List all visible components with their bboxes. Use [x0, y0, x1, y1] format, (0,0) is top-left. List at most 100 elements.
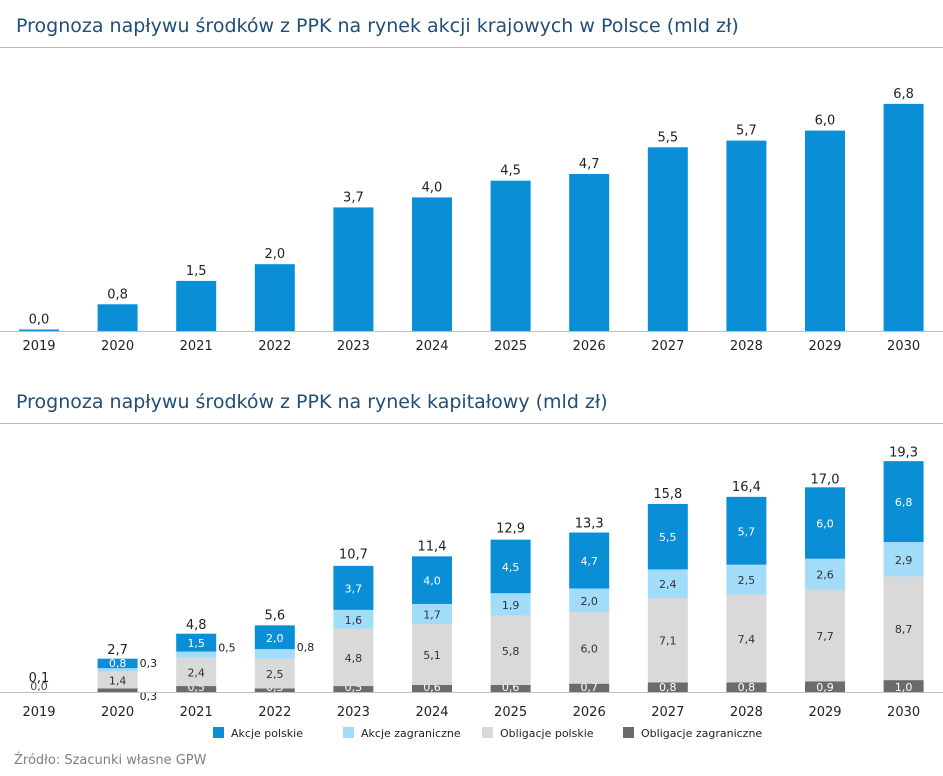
legend-swatch-akcje-zagraniczne — [343, 727, 354, 738]
segment-label-obligacje-polskie-2024: 5,1 — [423, 649, 441, 662]
chart-1-title: Prognoza napływu środków z PPK na rynek … — [16, 15, 739, 37]
value-label-2027: 5,5 — [657, 130, 678, 145]
segment-akcje-zagraniczne-2022 — [254, 649, 295, 659]
x-tick-2028: 2028 — [730, 339, 763, 354]
value-label-2026: 4,7 — [579, 157, 600, 172]
value-label-2022: 2,0 — [264, 247, 285, 262]
x-tick-2029: 2029 — [808, 705, 841, 720]
segment-obligacje-polskie-2021 — [176, 657, 217, 687]
total-label-2025: 12,9 — [496, 521, 525, 536]
x-tick-2021: 2021 — [180, 705, 213, 720]
bar-2030 — [883, 103, 924, 331]
segment-label-akcje-zagraniczne-2025: 1,9 — [502, 599, 520, 612]
value-label-2025: 4,5 — [500, 164, 521, 179]
x-tick-2026: 2026 — [573, 705, 606, 720]
bar-2023 — [333, 207, 374, 331]
legend-swatch-obligacje-zagraniczne — [623, 727, 634, 738]
segment-label-akcje-polskie-2020: 0,8 — [109, 657, 127, 670]
segment-akcje-zagraniczne-2028 — [726, 564, 767, 595]
segment-label-akcje-zagraniczne-2027: 2,4 — [659, 578, 677, 591]
segment-label-obligacje-polskie-2021: 2,4 — [187, 666, 205, 679]
segment-akcje-polskie-2030 — [883, 461, 924, 543]
segment-label-obligacje-zagraniczne-2020: 0,3 — [140, 690, 158, 703]
segment-label-obligacje-zagraniczne-2028: 0,8 — [738, 681, 756, 694]
segment-obligacje-polskie-2027 — [647, 597, 688, 683]
chart-2-capital-market-inflow: 0,00,120190,31,40,30,82,720200,52,40,51,… — [0, 445, 943, 740]
segment-obligacje-zagraniczne-2025 — [490, 684, 531, 692]
segment-obligacje-polskie-2028 — [726, 594, 767, 683]
x-tick-2025: 2025 — [494, 705, 527, 720]
value-label-2019: 0,0 — [29, 313, 50, 328]
segment-akcje-polskie-2028 — [726, 496, 767, 565]
segment-obligacje-zagraniczne-2024 — [412, 684, 452, 692]
segment-obligacje-polskie-2026 — [569, 612, 610, 684]
legend-label-akcje-polskie: Akcje polskie — [231, 727, 303, 740]
segment-label-akcje-polskie-2028: 5,7 — [738, 525, 756, 538]
total-label-2028: 16,4 — [732, 480, 761, 495]
segment-label-akcje-polskie-2026: 4,7 — [580, 555, 598, 568]
segment-label-akcje-polskie-2021: 1,5 — [187, 637, 205, 650]
segment-akcje-zagraniczne-2030 — [883, 542, 924, 577]
segment-label-obligacje-polskie-2022: 2,5 — [266, 668, 284, 681]
segment-akcje-polskie-2029 — [805, 487, 845, 559]
segment-label-obligacje-polskie-2026: 6,0 — [580, 642, 598, 655]
segment-obligacje-polskie-2024 — [412, 624, 452, 685]
legend-swatch-obligacje-polskie — [482, 727, 493, 738]
value-label-2029: 6,0 — [815, 114, 836, 129]
legend-label-obligacje-zagraniczne: Obligacje zagraniczne — [641, 727, 762, 740]
segment-obligacje-polskie-2025 — [490, 615, 531, 685]
segment-label-akcje-zagraniczne-2024: 1,7 — [423, 609, 441, 622]
segment-label-akcje-polskie-2024: 4,0 — [423, 575, 441, 588]
x-tick-2022: 2022 — [258, 339, 291, 354]
segment-label-obligacje-zagraniczne-2027: 0,8 — [659, 681, 677, 694]
bar-2028 — [726, 140, 767, 331]
bar-2025 — [490, 180, 531, 331]
bar-2021 — [176, 280, 217, 331]
value-label-2020: 0,8 — [107, 287, 128, 302]
segment-akcje-zagraniczne-2025 — [490, 593, 531, 616]
value-label-2024: 4,0 — [422, 180, 443, 195]
segment-label-obligacje-zagraniczne-2029: 0,9 — [816, 681, 834, 694]
total-label-2026: 13,3 — [575, 517, 604, 532]
segment-akcje-zagraniczne-2024 — [412, 603, 452, 625]
value-label-2028: 5,7 — [736, 124, 757, 139]
value-label-2023: 3,7 — [343, 190, 364, 205]
chart-1-domestic-equity-inflow: 0,0 2019 0,8 2020 1,5 2021 2,0 2022 3,7 2023 4,0 20… — [0, 87, 943, 354]
segment-obligacje-polskie-2020 — [97, 671, 138, 689]
x-tick-2020: 2020 — [101, 339, 134, 354]
x-tick-2022: 2022 — [258, 705, 291, 720]
chart-2-title-rule — [0, 423, 943, 424]
bar-2022 — [254, 264, 295, 331]
legend-label-akcje-zagraniczne: Akcje zagraniczne — [361, 727, 461, 740]
bar-2027 — [647, 147, 688, 331]
segment-label-akcje-polskie-2029: 6,0 — [816, 518, 834, 531]
segment-akcje-polskie-2022 — [254, 625, 295, 650]
bar-2019 — [19, 329, 59, 331]
segment-obligacje-zagraniczne-2023 — [333, 686, 374, 692]
segment-label-akcje-zagraniczne-2023: 1,6 — [345, 614, 363, 627]
segment-label-obligacje-zagraniczne-2026: 0,7 — [580, 681, 598, 694]
segment-obligacje-zagraniczne-2029 — [805, 681, 845, 692]
total-label-2023: 10,7 — [339, 548, 368, 563]
x-tick-2027: 2027 — [651, 705, 684, 720]
segment-akcje-polskie-2021 — [176, 633, 217, 652]
x-tick-2028: 2028 — [730, 705, 763, 720]
x-tick-2024: 2024 — [415, 339, 448, 354]
total-label-2022: 5,6 — [264, 608, 285, 623]
segment-label-akcje-zagraniczne-2028: 2,5 — [738, 574, 756, 587]
segment-label-akcje-zagraniczne-2021: 0,5 — [218, 642, 236, 655]
segment-label-obligacje-polskie-2030: 8,7 — [895, 623, 913, 636]
segment-label-akcje-zagraniczne-2022: 0,8 — [297, 641, 315, 654]
segment-akcje-zagraniczne-2021 — [176, 651, 217, 658]
total-label-2019: 0,1 — [29, 671, 50, 686]
value-label-2021: 1,5 — [186, 264, 207, 279]
segment-akcje-polskie-2020 — [97, 658, 138, 669]
segment-obligacje-zagraniczne-2020 — [97, 688, 138, 692]
x-tick-2024: 2024 — [415, 705, 448, 720]
total-label-2024: 11,4 — [418, 539, 447, 554]
source-note: Źródło: Szacunki własne GPW — [14, 753, 207, 768]
segment-label-obligacje-zagraniczne-2030: 1,0 — [895, 681, 913, 694]
chart-1-title-rule — [0, 47, 943, 48]
segment-akcje-polskie-2027 — [647, 503, 688, 570]
segment-obligacje-polskie-2030 — [883, 576, 924, 681]
